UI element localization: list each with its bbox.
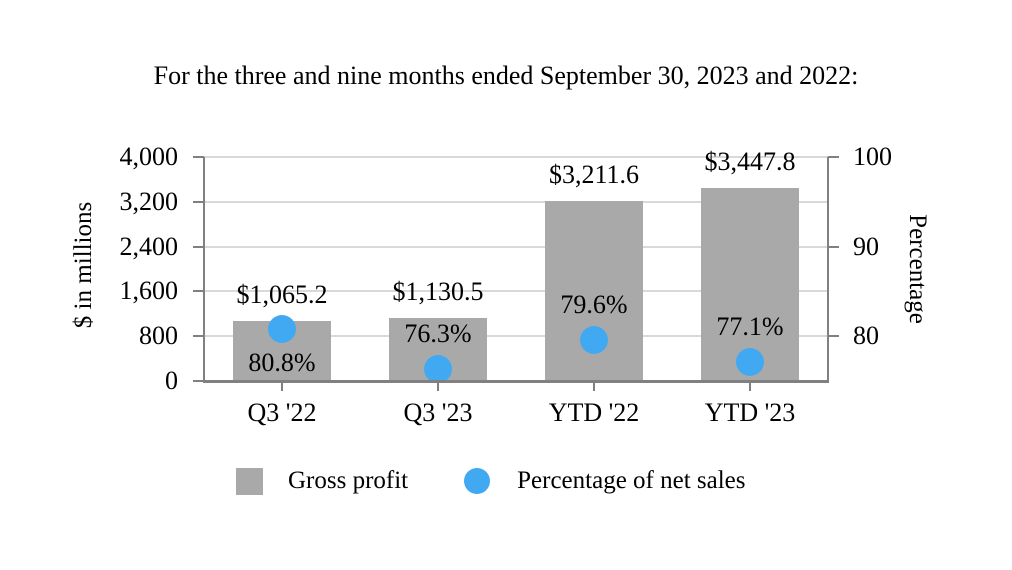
right-axis-tick	[828, 245, 839, 248]
chart-title: For the three and nine months ended Sept…	[153, 61, 859, 90]
gridline	[204, 290, 828, 293]
x-axis-category-label: Q3 '23	[403, 398, 473, 427]
right-axis-tick-label: 80	[853, 321, 879, 351]
x-axis-tick	[593, 381, 595, 391]
percentage-value-label: 77.1%	[716, 312, 784, 342]
x-axis-tick	[281, 381, 283, 391]
legend-label-gross-profit: Gross profit	[288, 467, 409, 494]
x-axis-tick	[749, 381, 751, 391]
y-axis-tick	[193, 290, 204, 293]
bar-value-label: $1,130.5	[392, 276, 484, 306]
percentage-marker	[736, 348, 764, 377]
x-axis-tick	[437, 381, 439, 391]
y-axis-tick	[193, 335, 204, 338]
bar-value-label: $3,211.6	[548, 160, 640, 190]
bar-value-label: $1,065.2	[236, 280, 328, 310]
percentage-marker	[268, 315, 296, 344]
percentage-value-label: 76.3%	[404, 319, 472, 349]
x-axis-category-label: YTD '22	[548, 398, 640, 427]
gridline	[204, 335, 828, 338]
y-axis-tick-label: 3,200	[119, 186, 179, 216]
y-axis-tick	[193, 200, 204, 203]
gridline	[204, 156, 828, 158]
right-axis-tick	[828, 335, 839, 338]
percentage-legend-swatch	[464, 468, 491, 494]
legend-label-percentage: Percentage of net sales	[517, 467, 746, 494]
bar-value-label: $3,447.8	[704, 146, 796, 176]
right-axis-tick-label: 100	[853, 142, 892, 171]
y-axis-tick	[193, 380, 204, 382]
percentage-marker	[580, 325, 608, 354]
y-axis-tick-label: 800	[139, 321, 178, 351]
gridline	[204, 200, 828, 203]
percentage-value-label: 79.6%	[560, 289, 628, 319]
axis-line-left	[203, 157, 205, 383]
right-axis-tick-label: 90	[853, 231, 879, 261]
y-axis-tick-label: 1,600	[119, 276, 179, 306]
percentage-marker	[424, 355, 452, 384]
percentage-value-label: 80.8%	[248, 348, 316, 378]
y-axis-tick-label: 2,400	[119, 231, 179, 261]
x-axis-category-label: Q3 '22	[247, 398, 317, 427]
axis-line-right	[827, 157, 829, 383]
legend: Gross profit Percentage of net sales	[236, 464, 746, 498]
gross-profit-legend-swatch	[236, 467, 263, 495]
y-axis-tick	[193, 245, 204, 248]
gridline	[204, 245, 828, 248]
y-axis-tick-label: 0	[165, 366, 178, 395]
x-axis-category-label: YTD '23	[704, 398, 796, 427]
y-axis-tick-label: 4,000	[119, 142, 179, 171]
axis-line-bottom	[203, 380, 829, 383]
y-axis-tick	[193, 156, 204, 158]
right-axis-tick	[828, 156, 839, 158]
